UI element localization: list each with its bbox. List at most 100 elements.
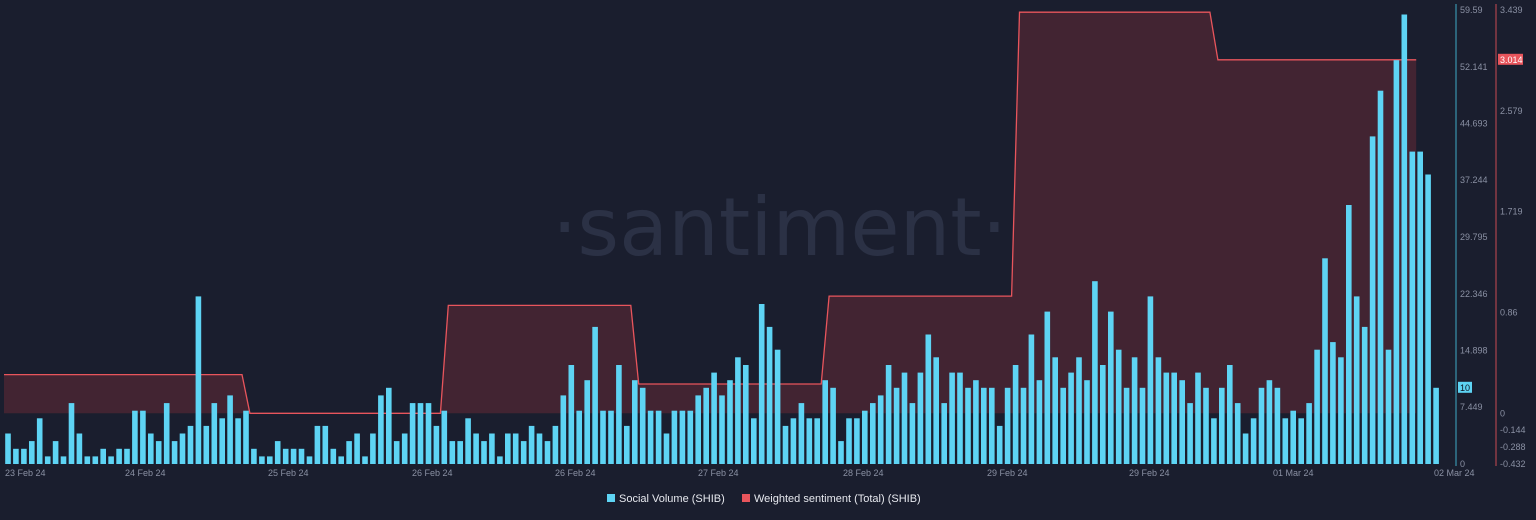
volume-bar	[417, 403, 424, 464]
volume-bar	[187, 425, 194, 464]
volume-bar	[1084, 380, 1090, 464]
x-axis-tick-label: 28 Feb 24	[843, 468, 884, 478]
volume-bar	[195, 296, 202, 464]
volume-bar	[901, 372, 908, 464]
x-axis-tick-label: 01 Mar 24	[1273, 468, 1314, 478]
volume-bar	[1417, 151, 1423, 464]
legend-swatch-social-volume	[607, 494, 615, 502]
volume-bar	[1227, 365, 1233, 464]
volume-bar	[401, 433, 408, 464]
volume-bar	[227, 395, 233, 464]
volume-bar	[584, 380, 590, 464]
volume-bar	[520, 441, 527, 464]
volume-bar	[203, 425, 210, 464]
volume-bar	[1028, 334, 1035, 464]
volume-bar	[1401, 14, 1408, 464]
volume-bar	[140, 410, 146, 464]
right-current-value-label: 3.014	[1500, 55, 1523, 65]
volume-bar	[1195, 372, 1201, 464]
volume-bar	[973, 380, 979, 464]
x-axis-tick-label: 29 Feb 24	[1129, 468, 1170, 478]
volume-bar	[1409, 151, 1416, 464]
volume-bar	[449, 441, 456, 464]
volume-bar	[751, 418, 757, 464]
legend: Social Volume (SHIB) Weighted sentiment …	[607, 493, 921, 505]
volume-bar	[957, 372, 963, 464]
right-axis-tick-label: -0.432	[1500, 459, 1526, 469]
volume-bar	[362, 456, 368, 464]
volume-bar	[1155, 357, 1162, 464]
volume-bar	[481, 441, 487, 464]
volume-bar	[576, 410, 582, 464]
volume-bar	[1163, 372, 1170, 464]
volume-bar	[425, 403, 432, 464]
volume-bar	[624, 425, 630, 464]
volume-bar	[251, 448, 257, 464]
volume-bar	[671, 410, 678, 464]
volume-bar	[1266, 380, 1273, 464]
volume-bar	[822, 380, 828, 464]
volume-bar	[473, 433, 479, 464]
volume-bar	[1139, 387, 1146, 464]
volume-bar	[774, 349, 781, 464]
volume-bar	[663, 433, 670, 464]
bars-layer	[5, 14, 1439, 464]
volume-bar	[211, 403, 218, 464]
volume-bar	[1036, 380, 1043, 464]
volume-bar	[457, 441, 463, 464]
volume-bar	[1203, 387, 1209, 464]
volume-bar	[679, 410, 686, 464]
volume-bar	[13, 448, 19, 464]
volume-bar	[1353, 296, 1360, 464]
volume-bar	[1131, 357, 1138, 464]
volume-bar	[949, 372, 955, 464]
volume-bar	[505, 433, 511, 464]
volume-bar	[1369, 136, 1376, 464]
volume-bar	[1274, 387, 1281, 464]
volume-bar	[1393, 60, 1400, 464]
volume-bar	[124, 448, 130, 464]
volume-bar	[92, 456, 99, 464]
volume-bar	[703, 387, 709, 464]
volume-bar	[433, 425, 440, 464]
right-axis-tick-label: 0	[1500, 408, 1505, 418]
volume-bar	[132, 410, 138, 464]
x-axis-tick-label: 27 Feb 24	[698, 468, 739, 478]
volume-bar	[814, 418, 820, 464]
legend-label-weighted-sentiment: Weighted sentiment (Total) (SHIB)	[754, 493, 921, 505]
axes-layer: 59.59 52.141 44.693 37.244 29.795 22.346 14.89…	[5, 4, 1526, 478]
volume-bar	[893, 387, 900, 464]
right-axis-tick-label: 3.439	[1500, 5, 1523, 15]
volume-bar	[870, 403, 876, 464]
volume-bar	[917, 372, 924, 464]
volume-bar	[1108, 311, 1114, 464]
volume-bar	[393, 441, 400, 464]
volume-bar	[790, 418, 797, 464]
volume-bar	[155, 441, 162, 464]
volume-bar	[933, 357, 939, 464]
volume-bar	[885, 365, 892, 464]
x-axis-tick-label: 26 Feb 24	[412, 468, 453, 478]
volume-bar	[560, 395, 567, 464]
volume-bar	[1234, 403, 1241, 464]
volume-bar	[338, 456, 344, 464]
volume-bar	[179, 433, 186, 464]
volume-bar	[798, 403, 805, 464]
volume-bar	[616, 365, 622, 464]
volume-bar	[274, 441, 281, 464]
volume-bar	[1044, 311, 1051, 464]
volume-bar	[1092, 281, 1098, 464]
volume-bar	[5, 433, 11, 464]
volume-bar	[877, 395, 884, 464]
volume-bar	[512, 433, 519, 464]
volume-bar	[758, 304, 765, 464]
volume-bar	[608, 410, 614, 464]
volume-bar	[766, 326, 773, 464]
volume-bar	[568, 365, 575, 464]
volume-bar	[116, 448, 122, 464]
right-current-value-badge	[1498, 53, 1523, 65]
volume-bar	[1171, 372, 1177, 464]
volume-bar	[298, 448, 305, 464]
volume-bar	[925, 334, 932, 464]
